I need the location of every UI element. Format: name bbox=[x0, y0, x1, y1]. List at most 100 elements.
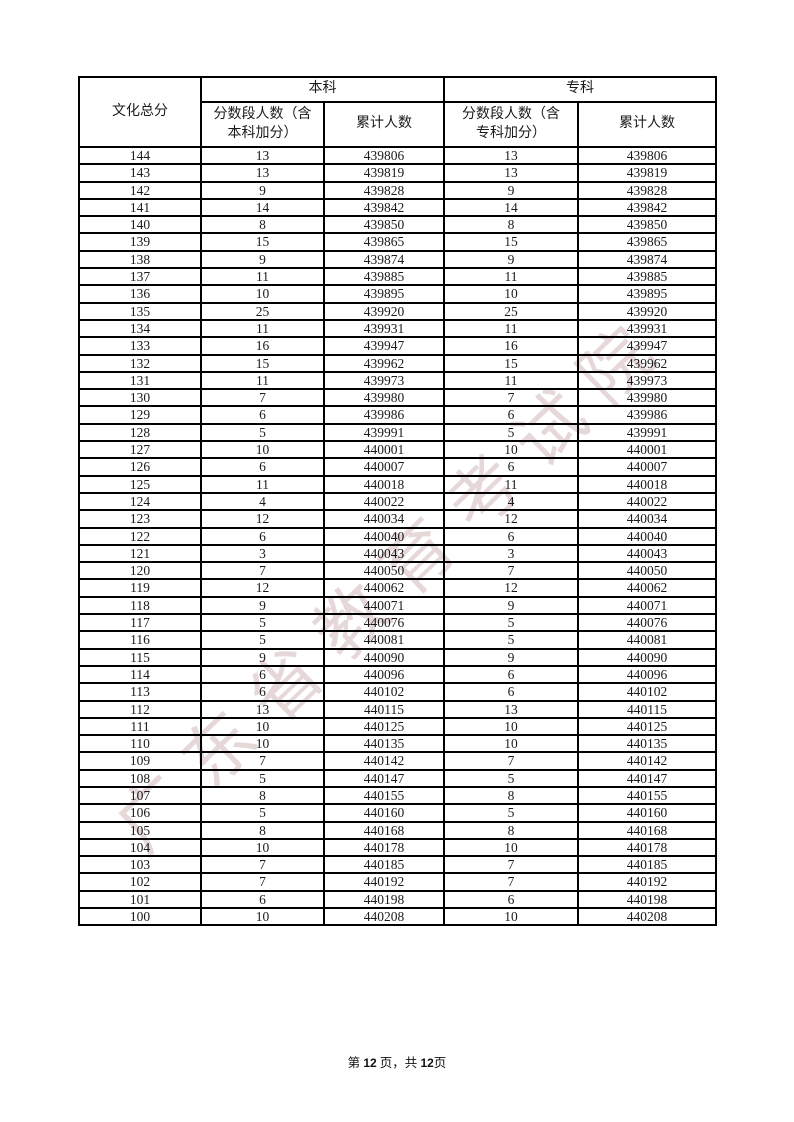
zhuanke-segment-cell: 5 bbox=[443, 422, 579, 443]
score-cell: 115 bbox=[78, 647, 202, 667]
zhuanke-segment-cell: 9 bbox=[443, 249, 579, 270]
page-footer: 第 12 页，共 12页 bbox=[0, 1052, 794, 1071]
zhuanke-segment-cell: 5 bbox=[443, 630, 579, 650]
score-cell: 130 bbox=[78, 388, 202, 408]
benke-cumulative-cell: 440090 bbox=[323, 647, 445, 667]
header-zhuanke-group: 专科 bbox=[443, 76, 717, 103]
score-cell: 106 bbox=[78, 803, 202, 823]
zhuanke-segment-cell: 10 bbox=[443, 837, 579, 858]
benke-cumulative-cell: 439962 bbox=[323, 353, 445, 373]
table-row: 131 11 439973 11 439973 bbox=[78, 370, 717, 391]
zhuanke-segment-cell: 9 bbox=[443, 647, 579, 667]
zhuanke-cumulative-cell: 440007 bbox=[577, 457, 717, 477]
zhuanke-cumulative-cell: 440142 bbox=[577, 751, 717, 771]
benke-segment-cell: 6 bbox=[200, 457, 325, 477]
score-cell: 107 bbox=[78, 785, 202, 806]
table-row: 113 6 440102 6 440102 bbox=[78, 682, 717, 702]
table-row: 115 9 440090 9 440090 bbox=[78, 647, 717, 667]
benke-cumulative-cell: 439806 bbox=[323, 145, 445, 166]
score-cell: 120 bbox=[78, 561, 202, 581]
score-table-body: 144 13 439806 13 439806 143 13 439819 13 439819 14… bbox=[78, 145, 717, 927]
table-row: 135 25 439920 25 439920 bbox=[78, 301, 717, 321]
table-row: 103 7 440185 7 440185 bbox=[78, 855, 717, 875]
zhuanke-cumulative-cell: 439991 bbox=[577, 422, 717, 443]
score-cell: 141 bbox=[78, 197, 202, 218]
table-row: 105 8 440168 8 440168 bbox=[78, 820, 717, 840]
zhuanke-cumulative-cell: 439874 bbox=[577, 249, 717, 270]
zhuanke-cumulative-cell: 439865 bbox=[577, 232, 717, 252]
zhuanke-segment-cell: 10 bbox=[443, 284, 579, 304]
benke-segment-cell: 10 bbox=[200, 440, 325, 460]
table-row: 110 10 440135 10 440135 bbox=[78, 734, 717, 754]
zhuanke-cumulative-cell: 440115 bbox=[577, 699, 717, 719]
table-row: 142 9 439828 9 439828 bbox=[78, 180, 717, 200]
benke-segment-cell: 14 bbox=[200, 197, 325, 218]
zhuanke-cumulative-cell: 439842 bbox=[577, 197, 717, 218]
footer-prefix: 第 bbox=[347, 1056, 364, 1070]
benke-cumulative-cell: 440102 bbox=[323, 682, 445, 702]
benke-cumulative-cell: 440040 bbox=[323, 526, 445, 546]
zhuanke-cumulative-cell: 439920 bbox=[577, 301, 717, 321]
zhuanke-cumulative-cell: 440090 bbox=[577, 647, 717, 667]
benke-segment-cell: 7 bbox=[200, 855, 325, 875]
zhuanke-segment-cell: 11 bbox=[443, 370, 579, 391]
header-benke-segment: 分数段人数（含 本科加分） bbox=[200, 101, 325, 148]
zhuanke-cumulative-cell: 440034 bbox=[577, 509, 717, 529]
benke-segment-cell: 11 bbox=[200, 267, 325, 287]
table-row: 141 14 439842 14 439842 bbox=[78, 197, 717, 218]
score-cell: 111 bbox=[78, 716, 202, 737]
zhuanke-cumulative-cell: 440018 bbox=[577, 474, 717, 494]
benke-cumulative-cell: 439980 bbox=[323, 388, 445, 408]
table-row: 137 11 439885 11 439885 bbox=[78, 267, 717, 287]
benke-segment-cell: 4 bbox=[200, 491, 325, 512]
zhuanke-cumulative-cell: 440076 bbox=[577, 612, 717, 633]
header-group-row: 文化总分 本科 专科 bbox=[78, 76, 717, 148]
benke-segment-cell: 7 bbox=[200, 561, 325, 581]
table-row: 116 5 440081 5 440081 bbox=[78, 630, 717, 650]
score-cell: 102 bbox=[78, 872, 202, 892]
benke-cumulative-cell: 439895 bbox=[323, 284, 445, 304]
zhuanke-cumulative-cell: 440102 bbox=[577, 682, 717, 702]
table-row: 132 15 439962 15 439962 bbox=[78, 353, 717, 373]
benke-segment-cell: 11 bbox=[200, 370, 325, 391]
zhuanke-cumulative-cell: 440185 bbox=[577, 855, 717, 875]
benke-segment-cell: 6 bbox=[200, 405, 325, 425]
zhuanke-segment-cell: 9 bbox=[443, 595, 579, 616]
table-row: 136 10 439895 10 439895 bbox=[78, 284, 717, 304]
benke-cumulative-cell: 439885 bbox=[323, 267, 445, 287]
table-row: 114 6 440096 6 440096 bbox=[78, 664, 717, 685]
benke-segment-cell: 8 bbox=[200, 215, 325, 235]
table-row: 109 7 440142 7 440142 bbox=[78, 751, 717, 771]
benke-cumulative-cell: 440168 bbox=[323, 820, 445, 840]
zhuanke-segment-cell: 13 bbox=[443, 163, 579, 183]
header-zhuanke-segment: 分数段人数（含 专科加分） bbox=[443, 101, 579, 148]
score-distribution-table: 文化总分 本科 专科 分数段人数（含 本科加分） 累计人数 分数段人数（含 专科… bbox=[78, 76, 717, 927]
zhuanke-segment-cell: 16 bbox=[443, 336, 579, 356]
zhuanke-cumulative-cell: 440062 bbox=[577, 578, 717, 598]
score-cell: 122 bbox=[78, 526, 202, 546]
zhuanke-segment-cell: 10 bbox=[443, 716, 579, 737]
benke-cumulative-cell: 440155 bbox=[323, 785, 445, 806]
benke-segment-cell: 5 bbox=[200, 612, 325, 633]
zhuanke-cumulative-cell: 439850 bbox=[577, 215, 717, 235]
benke-cumulative-cell: 439842 bbox=[323, 197, 445, 218]
zhuanke-segment-cell: 7 bbox=[443, 855, 579, 875]
table-row: 108 5 440147 5 440147 bbox=[78, 768, 717, 789]
benke-cumulative-cell: 439947 bbox=[323, 336, 445, 356]
table-row: 107 8 440155 8 440155 bbox=[78, 785, 717, 806]
benke-segment-cell: 11 bbox=[200, 474, 325, 494]
zhuanke-cumulative-cell: 440147 bbox=[577, 768, 717, 789]
benke-cumulative-cell: 440135 bbox=[323, 734, 445, 754]
benke-cumulative-cell: 440076 bbox=[323, 612, 445, 633]
table-row: 102 7 440192 7 440192 bbox=[78, 872, 717, 892]
zhuanke-segment-cell: 6 bbox=[443, 526, 579, 546]
zhuanke-segment-cell: 7 bbox=[443, 388, 579, 408]
benke-cumulative-cell: 440185 bbox=[323, 855, 445, 875]
benke-segment-cell: 13 bbox=[200, 699, 325, 719]
table-row: 101 6 440198 6 440198 bbox=[78, 889, 717, 910]
score-cell: 104 bbox=[78, 837, 202, 858]
zhuanke-cumulative-cell: 440096 bbox=[577, 664, 717, 685]
benke-segment-cell: 5 bbox=[200, 803, 325, 823]
table-row: 117 5 440076 5 440076 bbox=[78, 612, 717, 633]
zhuanke-cumulative-cell: 440001 bbox=[577, 440, 717, 460]
